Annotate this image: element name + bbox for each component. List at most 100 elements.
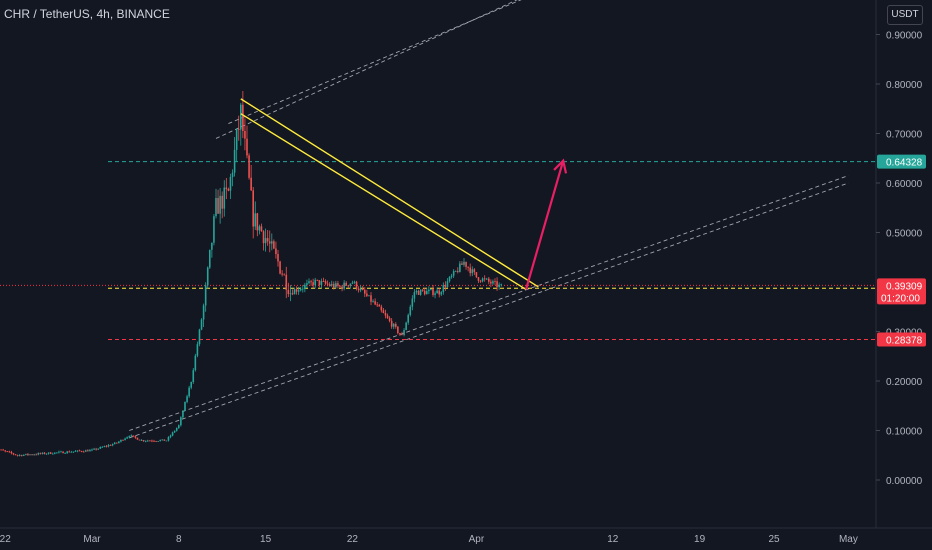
candle — [304, 284, 306, 289]
candle — [479, 280, 482, 282]
candle — [132, 435, 135, 437]
channel-line — [228, 0, 522, 125]
candle — [14, 454, 17, 456]
candle — [419, 289, 422, 295]
candle — [452, 271, 455, 276]
candle — [76, 450, 79, 452]
y-tick-label: 0.90000 — [886, 31, 923, 42]
candle — [105, 446, 108, 447]
candle — [233, 149, 236, 173]
candle — [58, 451, 60, 453]
candle — [167, 437, 170, 441]
candle — [448, 276, 451, 282]
candle — [142, 440, 145, 442]
candle — [395, 323, 397, 327]
horizontal-levels[interactable] — [0, 161, 876, 341]
candle — [130, 435, 133, 437]
last-price-tag-bg — [877, 278, 926, 305]
candle — [461, 263, 463, 265]
candle — [492, 281, 494, 284]
candle — [116, 442, 118, 444]
candle — [39, 453, 42, 454]
candle — [240, 104, 242, 130]
candle — [25, 453, 27, 455]
channel-lines[interactable] — [129, 0, 849, 439]
candle — [411, 298, 414, 307]
candle — [339, 285, 341, 287]
candle — [54, 452, 56, 454]
candle — [283, 274, 285, 276]
x-tick-label: 15 — [260, 534, 272, 545]
candle — [2, 449, 4, 451]
triangle-trendlines[interactable] — [240, 98, 539, 291]
candle — [318, 280, 321, 285]
price-axis[interactable]: 0.900000.800000.700000.600000.500000.300… — [876, 31, 923, 488]
candle — [194, 355, 197, 371]
channel-line — [129, 182, 849, 439]
candle — [463, 261, 465, 265]
candle — [326, 283, 329, 285]
candle — [264, 238, 267, 244]
candle — [215, 198, 217, 217]
candle — [175, 428, 178, 431]
y-tick-label: 0.80000 — [886, 80, 923, 91]
candle — [23, 454, 25, 456]
candle — [382, 310, 385, 314]
candle — [204, 285, 207, 306]
candle — [297, 290, 300, 292]
currency-selector[interactable]: USDT — [887, 5, 923, 25]
candle — [471, 269, 474, 274]
candle — [483, 278, 486, 280]
candle — [138, 439, 141, 441]
candle — [285, 274, 288, 290]
candle — [372, 301, 374, 303]
candle — [436, 290, 438, 294]
candle — [225, 187, 228, 190]
candle — [417, 290, 420, 295]
trendline — [240, 98, 539, 288]
candle — [12, 453, 15, 455]
candle — [99, 447, 102, 449]
candle — [446, 281, 449, 287]
candle — [310, 281, 312, 283]
candle — [413, 292, 416, 299]
time-axis[interactable]: 22 Mar 8 15 22 Apr 12 19 25 May — [0, 534, 858, 545]
candle — [403, 330, 405, 336]
candle — [293, 289, 296, 295]
candle — [33, 454, 35, 456]
candle — [200, 319, 203, 330]
support-price-tag-bg — [877, 332, 926, 347]
candle — [70, 451, 73, 453]
candle — [211, 242, 213, 250]
arrow-head — [553, 158, 568, 174]
candle — [275, 248, 277, 255]
x-tick-label: 12 — [607, 534, 619, 545]
candle — [95, 448, 97, 450]
candle — [279, 261, 281, 274]
target-price-tag: 0.64328 — [886, 158, 923, 169]
candle — [254, 213, 257, 227]
candle — [273, 241, 275, 249]
candle — [209, 249, 211, 268]
candle — [72, 451, 75, 453]
candle — [314, 279, 316, 286]
y-tick-label: 0.00000 — [886, 476, 923, 487]
candle — [450, 275, 453, 277]
candle — [459, 263, 461, 272]
candle — [4, 450, 6, 452]
channel-line — [215, 0, 518, 139]
candle — [173, 430, 176, 433]
candle — [107, 445, 110, 447]
projection-arrow[interactable] — [524, 158, 568, 290]
candle — [295, 289, 298, 292]
candle — [47, 452, 50, 454]
candle — [432, 288, 434, 295]
candle — [260, 226, 263, 232]
candle — [43, 452, 46, 454]
candle — [434, 293, 436, 295]
candle — [178, 425, 180, 429]
candle — [159, 440, 161, 442]
candle — [308, 281, 310, 284]
candle — [345, 282, 347, 286]
